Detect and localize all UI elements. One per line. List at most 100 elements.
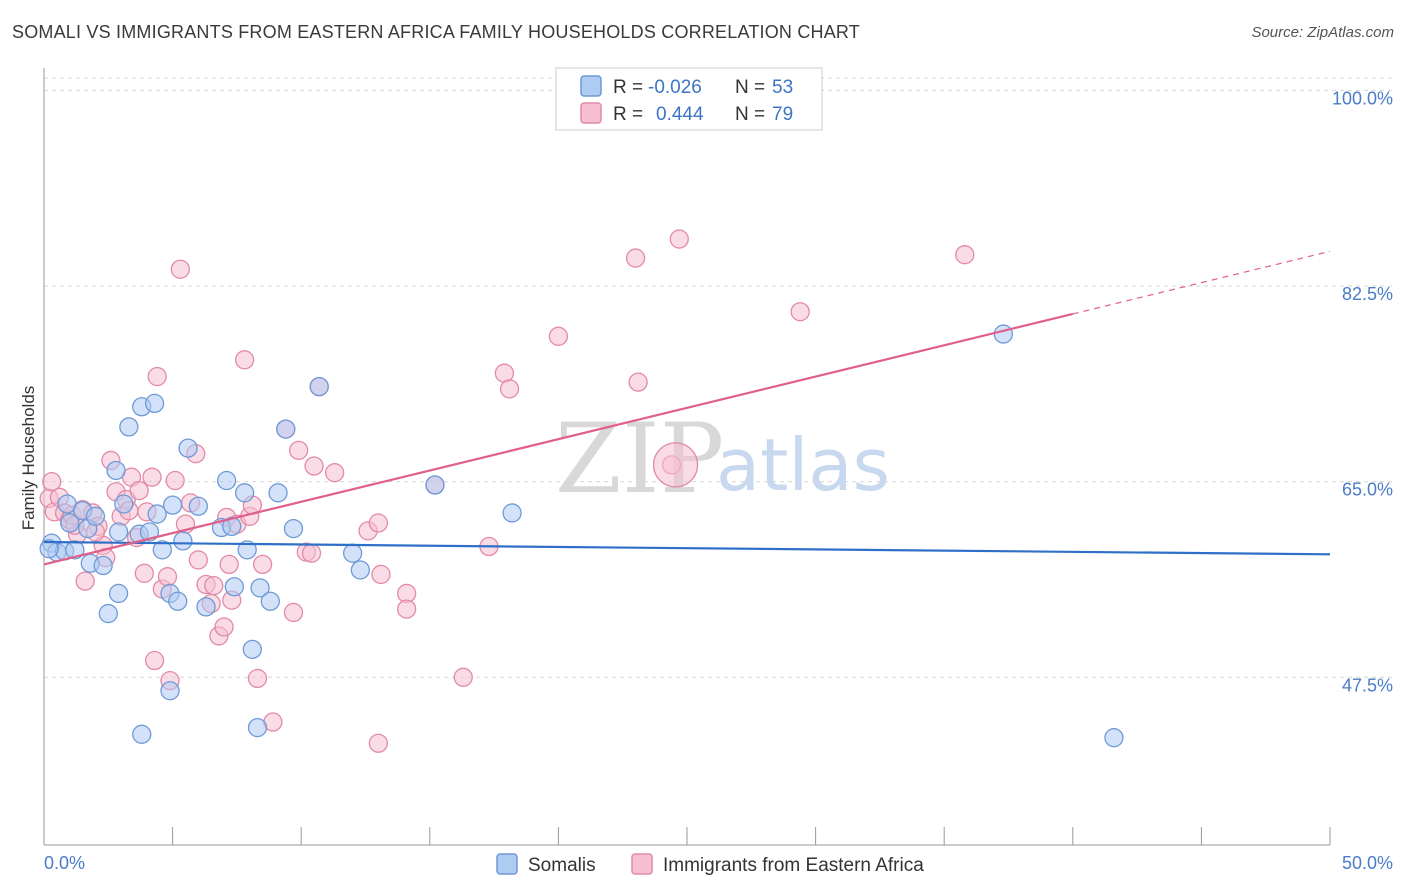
immigrants-point-60 (368, 733, 389, 753)
immigrants-point-33 (188, 550, 208, 570)
immigrants-point-47 (252, 554, 273, 575)
bottom-legend-swatch-immigrants (631, 853, 653, 875)
somalis-point-12 (106, 460, 126, 481)
somalis-point-20 (147, 504, 167, 524)
somalis-point-24 (168, 591, 188, 611)
immigrants-point-67 (499, 379, 520, 399)
immigrants-point-70 (628, 372, 648, 392)
immigrants-point-26 (157, 567, 178, 587)
somalis-point-44 (425, 475, 445, 495)
immigrants-point-75 (42, 472, 62, 492)
somalis-point-9 (85, 506, 106, 526)
immigrants-point-23 (144, 650, 165, 671)
y-axis-label: Family Households (19, 386, 38, 531)
legend-swatch-immigrants (580, 102, 602, 124)
somalis-point-21 (152, 540, 172, 560)
bottom-legend-label-immigrants: Immigrants from Eastern Africa (663, 855, 924, 876)
y-tick-labels: 47.5% 65.0% 82.5% 100.0% (1332, 88, 1393, 695)
somalis-point-51 (39, 539, 59, 559)
trendline-somalis (43, 540, 1331, 556)
somalis-point-14 (114, 494, 134, 514)
legend-n-label-immigrants: N = (735, 104, 765, 125)
immigrants-point-28 (165, 470, 185, 491)
immigrants-point-68 (548, 326, 569, 346)
somalis-point-36 (250, 578, 270, 598)
source-attribution: Source: ZipAtlas.com (1251, 24, 1394, 41)
immigrants-point-large (652, 442, 699, 488)
immigrants-point-59 (371, 564, 391, 585)
immigrants-point-36 (204, 575, 224, 596)
immigrants-point-72 (790, 302, 810, 322)
gridlines (44, 77, 1393, 678)
immigrants-point-20 (134, 563, 154, 583)
immigrants-point-53 (301, 543, 322, 563)
somalis-point-39 (276, 419, 296, 439)
somalis-point-46 (993, 324, 1014, 344)
immigrants-point-69 (625, 248, 646, 268)
somalis-point-30 (216, 470, 237, 491)
legend-r-label-somalis: R = (613, 77, 643, 98)
somalis-point-19 (144, 393, 165, 414)
somalis-point-40 (283, 518, 304, 539)
immigrants-point-58 (368, 513, 389, 533)
somalis-point-52 (108, 522, 129, 542)
somalis-point-15 (119, 417, 139, 437)
legend-n-label-somalis: N = (735, 77, 765, 98)
immigrants-point-22 (142, 467, 162, 487)
legend-n-value-immigrants: 79 (772, 104, 793, 125)
immigrants-point-73 (955, 245, 975, 265)
somalis-point-38 (268, 483, 288, 503)
x-tick-label-min: 0.0% (44, 853, 85, 873)
immigrants-point-8 (75, 571, 95, 591)
somalis-point-4 (60, 513, 80, 533)
somalis-point-49 (160, 681, 180, 701)
legend-swatch-somalis (580, 75, 602, 97)
series-somalis (39, 324, 1124, 748)
bottom-legend-label-somalis: Somalis (528, 855, 596, 876)
legend-r-value-somalis: -0.026 (648, 77, 702, 98)
somalis-point-26 (178, 438, 198, 458)
legend-n-value-somalis: 53 (772, 77, 793, 98)
legend-box: R = -0.026 N = 53 R = 0.444 N = 79 (555, 67, 823, 131)
immigrants-point-38 (214, 617, 234, 637)
x-ticks (43, 827, 1331, 845)
somalis-point-47 (1104, 728, 1124, 748)
immigrants-point-55 (304, 456, 324, 476)
trendline-immigrants-extension (1072, 250, 1331, 315)
somalis-point-45 (502, 503, 522, 523)
immigrants-point-46 (247, 668, 268, 689)
x-tick-label-max: 50.0% (1342, 853, 1393, 873)
somalis-point-23 (162, 495, 183, 515)
chart-title: SOMALI VS IMMIGRANTS FROM EASTERN AFRICA… (12, 22, 860, 42)
somalis-point-10 (93, 555, 113, 576)
legend-r-value-immigrants: 0.444 (656, 104, 704, 125)
somalis-point-41 (309, 376, 329, 397)
y-tick-label-1: 65.0% (1342, 480, 1393, 500)
immigrants-point-50 (283, 602, 304, 623)
somalis-point-33 (234, 483, 255, 503)
somalis-point-37 (260, 591, 280, 611)
bottom-legend: Somalis Immigrants from Eastern Africa (496, 853, 924, 876)
somalis-point-28 (196, 597, 216, 617)
immigrants-point-56 (324, 463, 345, 483)
somalis-point-48 (132, 724, 152, 744)
watermark-atlas: atlas (716, 423, 890, 507)
somalis-point-42 (342, 543, 363, 563)
somalis-point-31 (222, 516, 242, 537)
somalis-point-43 (350, 560, 371, 580)
trendline-immigrants (43, 312, 1074, 566)
immigrants-point-19 (129, 480, 149, 501)
immigrants-point-64 (453, 667, 473, 687)
somalis-point-13 (108, 583, 129, 604)
immigrants-point-29 (170, 259, 190, 279)
somalis-point-50 (247, 717, 268, 738)
immigrants-point-62 (397, 599, 417, 619)
y-tick-label-0: 47.5% (1342, 675, 1393, 695)
somalis-point-25 (173, 531, 193, 551)
somalis-point-27 (188, 496, 208, 516)
immigrants-point-71 (669, 229, 689, 249)
y-tick-label-3: 100.0% (1332, 88, 1393, 108)
somalis-point-35 (242, 639, 262, 660)
immigrants-point-43 (234, 350, 255, 370)
somalis-point-18 (139, 522, 160, 542)
